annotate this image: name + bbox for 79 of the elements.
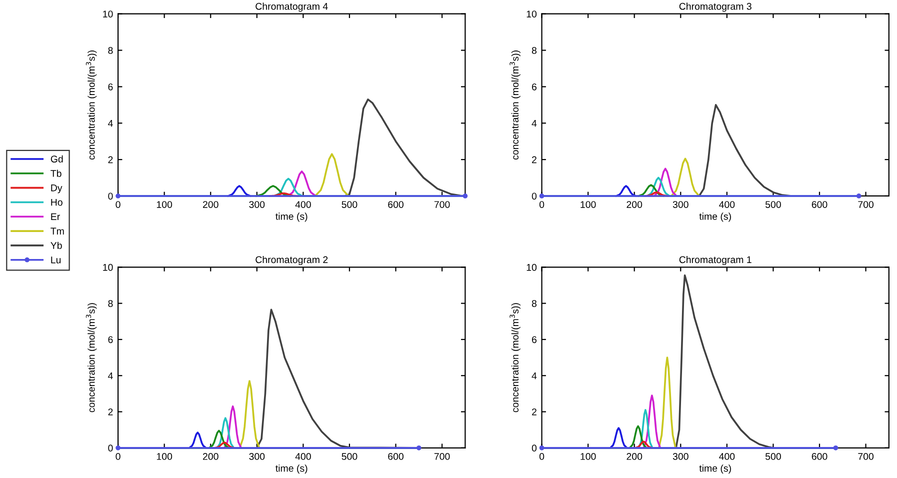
x-tick-label: 400 xyxy=(719,201,735,208)
y-tick-label: 0 xyxy=(532,192,537,200)
y-tick-label: 10 xyxy=(526,10,537,18)
x-tick-label: 300 xyxy=(249,201,265,208)
chart-title: Chromatogram 4 xyxy=(256,2,328,12)
x-tick-label: 300 xyxy=(672,453,688,460)
y-tick-label: 6 xyxy=(108,336,113,344)
y-tick-label: 2 xyxy=(532,156,536,164)
legend-label: Yb xyxy=(50,242,62,249)
y-tick-label: 8 xyxy=(108,47,113,54)
line-series xyxy=(227,185,252,197)
x-tick-label: 700 xyxy=(858,453,874,460)
x-tick-label: 200 xyxy=(626,201,642,208)
x-tick-label: 500 xyxy=(342,201,358,208)
y-tick-label: 2 xyxy=(532,408,536,416)
x-tick-label: 0 xyxy=(116,201,120,208)
x-tick-label: 200 xyxy=(626,453,642,460)
x-axis-title: time (s) xyxy=(276,212,308,222)
chart-title: Chromatogram 3 xyxy=(679,2,752,12)
y-tick-label: 4 xyxy=(108,372,113,380)
x-tick-label: 500 xyxy=(765,453,781,460)
x-tick-label: 700 xyxy=(858,201,874,208)
y-tick-label: 0 xyxy=(108,444,113,452)
legend-label: Lu xyxy=(51,256,61,264)
y-tick-label: 0 xyxy=(108,192,113,200)
x-tick-label: 600 xyxy=(388,201,404,208)
x-tick-label: 0 xyxy=(116,453,120,460)
x-axis-title: time (s) xyxy=(276,464,308,474)
x-tick-label: 400 xyxy=(719,453,735,460)
y-tick-label: 6 xyxy=(532,83,536,90)
y-tick-label: 4 xyxy=(532,120,537,127)
legend-label: Er xyxy=(51,213,60,220)
chart-title: Chromatogram 1 xyxy=(679,256,752,266)
legend-label: Gd xyxy=(50,155,63,162)
x-tick-label: 0 xyxy=(539,201,544,208)
y-tick-label: 2 xyxy=(108,156,113,164)
x-tick-label: 100 xyxy=(156,201,172,208)
x-tick-label: 400 xyxy=(295,201,311,208)
legend-label: Ho xyxy=(51,198,62,206)
y-tick-label: 4 xyxy=(532,372,537,380)
y-tick-label: 6 xyxy=(532,336,536,344)
x-tick-label: 300 xyxy=(249,453,265,460)
x-tick-label: 500 xyxy=(765,201,781,208)
x-tick-label: 600 xyxy=(812,453,828,460)
x-tick-label: 100 xyxy=(580,201,596,208)
x-tick-label: 400 xyxy=(295,453,311,460)
y-axis-title: concentration (mol/(m$^{3}$s)) xyxy=(510,50,520,160)
x-tick-label: 200 xyxy=(202,453,218,460)
legend-label: Tb xyxy=(50,170,62,177)
y-tick-label: 4 xyxy=(108,120,113,127)
x-tick-label: 100 xyxy=(156,453,172,460)
line-series xyxy=(634,440,653,449)
y-tick-label: 2 xyxy=(108,408,113,416)
y-tick-label: 10 xyxy=(103,264,113,271)
y-tick-label: 0 xyxy=(532,444,537,452)
y-tick-label: 10 xyxy=(103,10,113,18)
x-tick-label: 700 xyxy=(434,453,450,460)
y-tick-label: 8 xyxy=(532,300,537,307)
x-tick-label: 100 xyxy=(580,453,596,460)
y-tick-label: 6 xyxy=(108,83,113,90)
x-tick-label: 700 xyxy=(434,201,450,208)
legend-label: Tm xyxy=(50,228,64,234)
x-tick-label: 500 xyxy=(342,453,358,460)
x-tick-label: 200 xyxy=(202,201,218,208)
line-series xyxy=(615,185,637,197)
y-axis-title: concentration (mol/(m$^{3}$s)) xyxy=(86,303,97,412)
y-tick-label: 8 xyxy=(108,300,113,307)
x-axis-title: time (s) xyxy=(699,464,731,474)
legend-label: Dy xyxy=(51,184,62,194)
y-axis-title: concentration (mol/(m$^{3}$s)) xyxy=(510,303,520,412)
x-tick-label: 0 xyxy=(539,453,544,460)
y-tick-label: 8 xyxy=(532,47,537,54)
x-tick-label: 600 xyxy=(388,453,404,460)
y-tick-label: 10 xyxy=(526,264,537,271)
x-tick-label: 600 xyxy=(812,201,828,208)
y-axis-title: concentration (mol/(m$^{3}$s)) xyxy=(86,50,97,160)
chart-title: Chromatogram 2 xyxy=(256,256,328,266)
x-tick-label: 300 xyxy=(672,201,688,208)
x-axis-title: time (s) xyxy=(699,212,731,222)
